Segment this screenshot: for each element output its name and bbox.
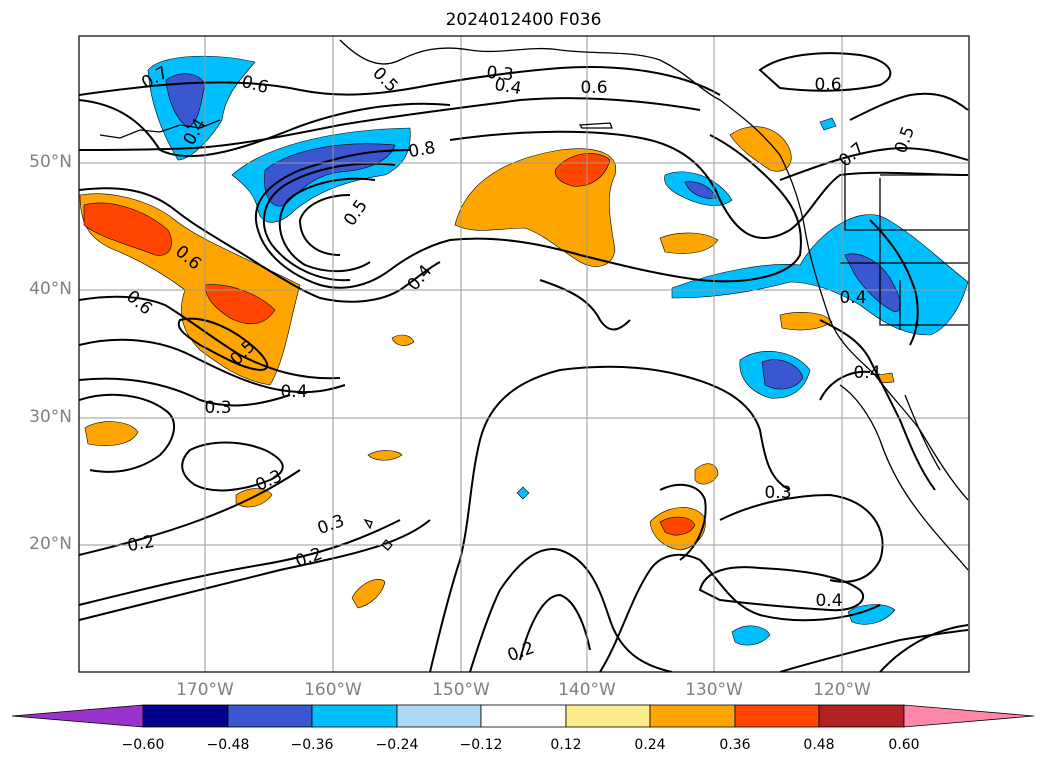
lon-label-170w: 170°W [176, 680, 234, 700]
coastlines [99, 39, 969, 571]
colorbar-extend-high [903, 704, 1035, 728]
colorbar-tick: 0.60 [888, 737, 920, 753]
contour-label: 0.4 [853, 363, 881, 383]
contour-label: 0.6 [580, 78, 608, 98]
lat-label-20n: 20°N [29, 534, 72, 554]
colorbar-tick: 0.36 [719, 737, 751, 753]
lat-label-40n: 40°N [29, 279, 72, 299]
colorbar-bin [227, 704, 313, 728]
contour-label: 0.4 [839, 288, 867, 308]
map-title: 2024012400 F036 [445, 10, 602, 30]
colorbar-tick: −0.60 [121, 737, 165, 753]
contour-label: 0.4 [815, 591, 843, 611]
lon-label-160w: 160°W [304, 680, 362, 700]
contour-label: 0.3 [204, 398, 232, 418]
contour-label: 0.6 [814, 75, 842, 95]
lon-label-140w: 140°W [558, 680, 616, 700]
colorbar-bin [565, 704, 651, 728]
colorbar-tick: 0.24 [634, 737, 666, 753]
colorbar-extend-low [11, 704, 144, 728]
colorbar-bin [734, 704, 820, 728]
contour-lines [79, 52, 969, 672]
colorbar-bin [311, 704, 398, 728]
graticule [79, 36, 969, 672]
lat-label-30n: 30°N [29, 407, 72, 427]
lat-label-50n: 50°N [29, 152, 72, 172]
colorbar-bin [649, 704, 736, 728]
colorbar-tick: −0.12 [459, 737, 503, 753]
map-plot-area [79, 36, 969, 672]
lon-label-120w: 120°W [813, 680, 871, 700]
shaded-anomaly-fills [79, 55, 969, 646]
colorbar-tick: −0.48 [206, 737, 250, 753]
colorbar-tick: 0.48 [803, 737, 835, 753]
colorbar-tick: −0.24 [375, 737, 419, 753]
lon-label-150w: 150°W [432, 680, 490, 700]
colorbar-tick: −0.36 [290, 737, 334, 753]
colorbar-bin [480, 704, 567, 728]
colorbar-bin [396, 704, 482, 728]
contour-label: 0.3 [764, 483, 792, 503]
map-frame [78, 35, 970, 673]
colorbar-bin [818, 704, 905, 728]
colorbar-bin [142, 704, 229, 728]
lon-label-130w: 130°W [685, 680, 743, 700]
colorbar-tick: 0.12 [550, 737, 582, 753]
contour-label: 0.4 [280, 382, 308, 402]
colorbar [11, 704, 1035, 728]
